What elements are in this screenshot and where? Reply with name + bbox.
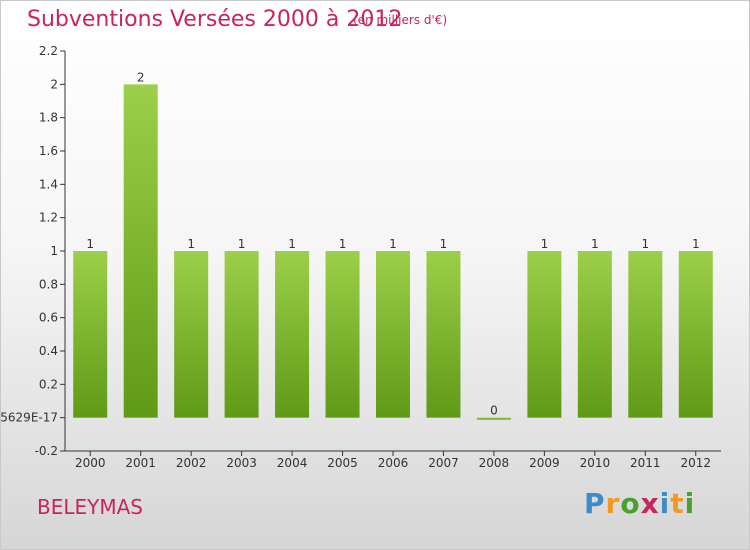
- axes: -0.2 1.5629E-17 0.2 0.4 0.6 0.8 1 1.2 1.4 1.6 1.8 2…: [1, 44, 721, 470]
- bar: [224, 251, 259, 418]
- x-tick-label: 2005: [327, 456, 358, 470]
- data-label: 1: [440, 237, 448, 251]
- bar: [123, 84, 158, 418]
- bar: [73, 251, 108, 418]
- x-tick-label: 2011: [630, 456, 661, 470]
- y-tick-label: 0.4: [39, 344, 58, 358]
- y-tick-label: 1.2: [39, 211, 58, 225]
- y-tick-label: 1.5629E-17: [1, 411, 58, 425]
- data-label: 1: [339, 237, 347, 251]
- x-tick-label: 2012: [680, 456, 711, 470]
- bars: [73, 84, 713, 420]
- x-tick-label: 2000: [75, 456, 106, 470]
- bar: [174, 251, 209, 418]
- data-label: 1: [288, 237, 296, 251]
- bar: [325, 251, 360, 418]
- commune-name: BELEYMAS: [37, 495, 143, 519]
- y-tick-label: 2.2: [39, 44, 58, 58]
- y-tick-label: 2: [50, 77, 58, 91]
- x-tick-label: 2009: [529, 456, 560, 470]
- data-label: 0: [490, 404, 498, 418]
- chart-subtitle: (en milliers d'€): [353, 13, 448, 27]
- y-tick-label: 0.8: [39, 277, 58, 291]
- x-tick-label: 2002: [176, 456, 207, 470]
- y-tick-label: 1: [50, 244, 58, 258]
- bar: [376, 251, 410, 418]
- data-labels: 1 2 1 1 1 1 1 1 0 1 1 1 1: [86, 70, 699, 417]
- x-tick-label: 2006: [378, 456, 409, 470]
- bar: [275, 251, 310, 418]
- data-label: 1: [591, 237, 599, 251]
- chart-title: Subventions Versées 2000 à 2012: [27, 7, 403, 32]
- data-label: 1: [641, 237, 649, 251]
- x-tick-label: 2007: [428, 456, 459, 470]
- data-label: 2: [137, 70, 145, 84]
- bar: [476, 417, 511, 420]
- y-tick-label: 1.6: [39, 144, 58, 158]
- data-label: 1: [238, 237, 246, 251]
- data-label: 1: [187, 237, 195, 251]
- proxiti-logo[interactable]: Proxiti: [584, 487, 696, 520]
- x-tick-label: 2003: [226, 456, 257, 470]
- x-tick-label: 2001: [125, 456, 156, 470]
- bar: [577, 251, 612, 418]
- data-label: 1: [692, 237, 700, 251]
- bar: [628, 251, 663, 418]
- y-tick-label: 1.4: [39, 177, 58, 191]
- data-label: 1: [541, 237, 549, 251]
- data-label: 1: [389, 237, 397, 251]
- bar: [426, 251, 461, 418]
- x-tick-label: 2008: [479, 456, 510, 470]
- data-label: 1: [86, 237, 94, 251]
- x-tick-label: 2004: [277, 456, 308, 470]
- y-tick-label: 0.2: [39, 377, 58, 391]
- bar: [678, 251, 713, 418]
- x-tick-label: 2010: [580, 456, 611, 470]
- bar: [527, 251, 562, 418]
- y-tick-label: 1.8: [39, 111, 58, 125]
- y-tick-label: 0.6: [39, 311, 58, 325]
- y-tick-label: -0.2: [35, 444, 58, 458]
